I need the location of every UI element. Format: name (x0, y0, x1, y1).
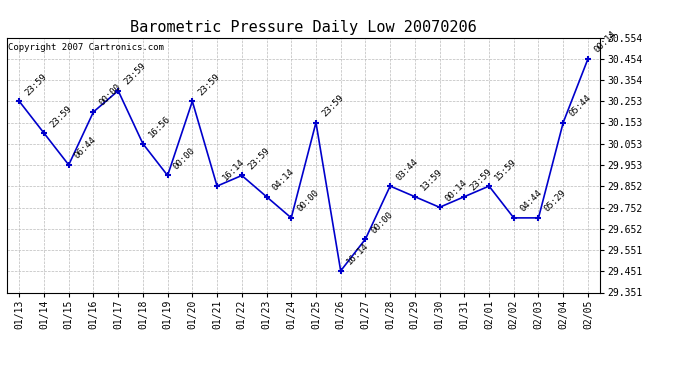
Text: 23:59: 23:59 (197, 72, 222, 97)
Text: 23:59: 23:59 (320, 93, 346, 118)
Text: 05:44: 05:44 (567, 93, 593, 118)
Text: 23:59: 23:59 (469, 167, 494, 192)
Text: Copyright 2007 Cartronics.com: Copyright 2007 Cartronics.com (8, 43, 164, 52)
Text: 00:00: 00:00 (97, 82, 123, 108)
Text: 13:59: 13:59 (419, 167, 444, 192)
Text: 15:59: 15:59 (493, 156, 519, 182)
Text: 00:14: 00:14 (444, 178, 469, 203)
Text: 16:56: 16:56 (147, 114, 172, 140)
Title: Barometric Pressure Daily Low 20070206: Barometric Pressure Daily Low 20070206 (130, 20, 477, 35)
Text: 06:44: 06:44 (73, 135, 98, 161)
Text: 23:59: 23:59 (23, 72, 49, 97)
Text: 05:29: 05:29 (542, 188, 568, 214)
Text: 04:14: 04:14 (270, 167, 296, 192)
Text: 00:00: 00:00 (172, 146, 197, 171)
Text: 04:44: 04:44 (518, 188, 543, 214)
Text: 03:44: 03:44 (394, 156, 420, 182)
Text: 23:59: 23:59 (122, 61, 148, 87)
Text: 00:00: 00:00 (370, 210, 395, 235)
Text: 23:59: 23:59 (246, 146, 271, 171)
Text: 23:59: 23:59 (48, 104, 74, 129)
Text: 16:14: 16:14 (221, 156, 246, 182)
Text: 00:00: 00:00 (295, 188, 321, 214)
Text: 16:14: 16:14 (345, 242, 371, 267)
Text: 00:14: 00:14 (592, 29, 618, 55)
